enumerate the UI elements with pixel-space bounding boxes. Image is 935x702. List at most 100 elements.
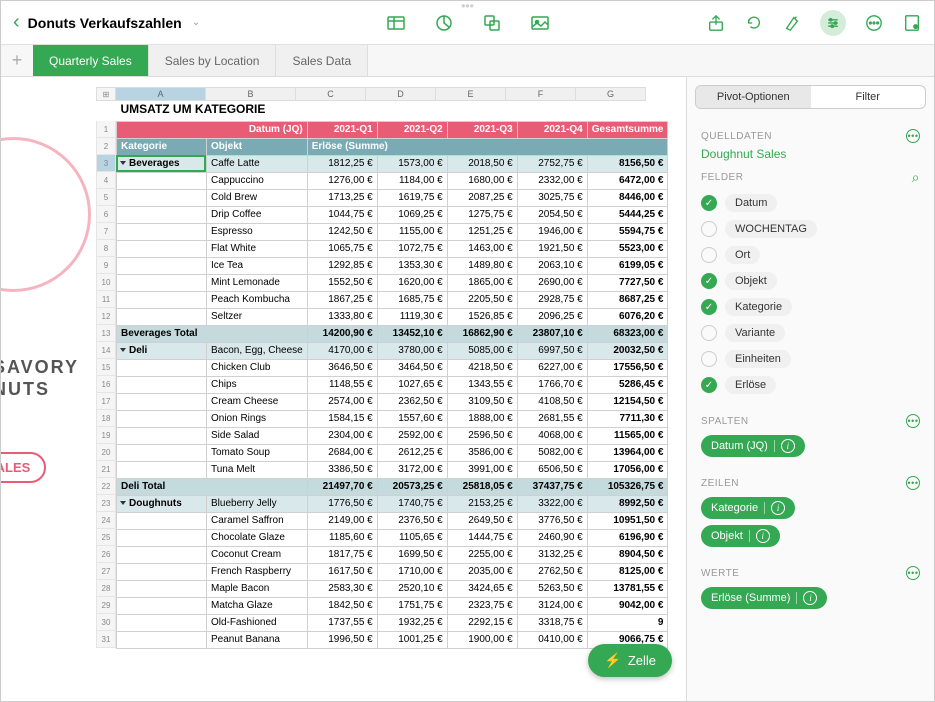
field-pill[interactable]: Erlöse [725,376,776,394]
tab-pivot-options[interactable]: Pivot-Optionen [696,86,811,108]
row-header[interactable]: 11 [96,291,116,308]
pivot-pill[interactable]: Erlöse (Summe)i [701,587,827,609]
values-more-icon[interactable]: ••• [906,566,920,580]
field-checkbox[interactable] [701,377,717,393]
share-icon[interactable] [706,13,726,33]
column-header[interactable]: A [116,87,206,101]
row-header[interactable]: 7 [96,223,116,240]
column-header[interactable]: E [436,87,506,101]
sheet-tab[interactable]: Sales Data [276,45,368,76]
field-checkbox[interactable] [701,351,717,367]
sheet-tab[interactable]: Quarterly Sales [33,45,149,76]
field-checkbox[interactable] [701,247,717,263]
column-header[interactable]: B [206,87,296,101]
field-pill[interactable]: Ort [725,246,760,264]
field-checkbox[interactable] [701,221,717,237]
row-header[interactable]: 30 [96,614,116,631]
field-row[interactable]: Objekt [701,268,920,294]
pivot-pill[interactable]: Kategoriei [701,497,795,519]
row-header[interactable]: 28 [96,580,116,597]
row-header[interactable]: 3 [96,155,116,172]
more-icon[interactable] [864,13,884,33]
field-checkbox[interactable] [701,273,717,289]
table-icon[interactable] [386,13,406,33]
field-pill[interactable]: Variante [725,324,785,342]
rows-more-icon[interactable]: ••• [906,476,920,490]
tab-filter[interactable]: Filter [811,86,926,108]
field-row[interactable]: Ort [701,242,920,268]
row-header[interactable]: 1 [96,121,116,138]
columns-more-icon[interactable]: ••• [906,414,920,428]
row-header[interactable]: 27 [96,563,116,580]
row-header[interactable]: 31 [96,631,116,648]
column-header[interactable]: C [296,87,366,101]
row-header[interactable]: 20 [96,444,116,461]
field-row[interactable]: Variante [701,320,920,346]
row-header[interactable]: 14 [96,342,116,359]
row-header[interactable]: 19 [96,427,116,444]
row-header[interactable]: 6 [96,206,116,223]
field-pill[interactable]: Datum [725,194,777,212]
search-fields-icon[interactable]: ⌕ [912,169,920,186]
shapes-icon[interactable] [482,13,502,33]
field-checkbox[interactable] [701,325,717,341]
select-all-corner[interactable]: ⊞ [96,87,116,101]
row-header[interactable]: 9 [96,257,116,274]
pivot-pill[interactable]: Objekti [701,525,780,547]
rows-label: ZEILEN [701,478,739,489]
row-header[interactable]: 17 [96,393,116,410]
field-pill[interactable]: Kategorie [725,298,792,316]
undo-icon[interactable] [744,13,764,33]
row-header[interactable]: 29 [96,597,116,614]
row-header[interactable]: 15 [96,359,116,376]
row-header[interactable]: 21 [96,461,116,478]
row-header[interactable]: 2 [96,138,116,155]
chart-icon[interactable] [434,13,454,33]
column-header[interactable]: G [576,87,646,101]
row-header[interactable]: 5 [96,189,116,206]
source-data-value[interactable]: Doughnut Sales [701,147,920,161]
sheet-tab[interactable]: Sales by Location [149,45,277,76]
field-row[interactable]: Erlöse [701,372,920,398]
row-header[interactable]: 23 [96,495,116,512]
row-header[interactable]: 12 [96,308,116,325]
pivot-pill[interactable]: Datum (JQ)i [701,435,805,457]
source-more-icon[interactable]: ••• [906,129,920,143]
row-header[interactable]: 18 [96,410,116,427]
document-title[interactable]: Donuts Verkaufszahlen [28,15,182,31]
row-header[interactable]: 8 [96,240,116,257]
field-row[interactable]: WOCHENTAG [701,216,920,242]
column-header[interactable]: D [366,87,436,101]
back-button[interactable]: ‹ [13,11,20,34]
column-header[interactable]: F [506,87,576,101]
row-header[interactable]: 26 [96,546,116,563]
row-header[interactable]: 4 [96,172,116,189]
row-header[interactable]: 25 [96,529,116,546]
add-sheet-button[interactable]: + [1,45,33,76]
inspector-tabs: Pivot-Optionen Filter [695,85,926,109]
title-dropdown-icon[interactable]: ⌄ [192,17,200,28]
columns-label: SPALTEN [701,416,749,427]
field-checkbox[interactable] [701,299,717,315]
row-header[interactable]: 24 [96,512,116,529]
format-icon[interactable] [782,13,802,33]
inspector-icon[interactable] [902,13,922,33]
row-header[interactable]: 13 [96,325,116,342]
field-row[interactable]: Einheiten [701,346,920,372]
row-headers[interactable]: 1234567891011121314151617181920212223242… [96,121,116,648]
field-row[interactable]: Datum [701,190,920,216]
cell-action-button[interactable]: Zelle [588,644,672,677]
field-checkbox[interactable] [701,195,717,211]
row-header[interactable]: 10 [96,274,116,291]
field-row[interactable]: Kategorie [701,294,920,320]
organize-icon[interactable] [820,10,846,36]
row-header[interactable]: 16 [96,376,116,393]
column-headers[interactable]: ABCDEFG [116,87,686,101]
field-pill[interactable]: WOCHENTAG [725,220,817,238]
media-icon[interactable] [530,13,550,33]
spreadsheet-canvas[interactable]: SAVORYNUTS SALES ⊞ ABCDEFG 1234567891011… [1,77,686,701]
field-pill[interactable]: Einheiten [725,350,791,368]
row-header[interactable]: 22 [96,478,116,495]
pivot-table[interactable]: UMSATZ UM KATEGORIEDatum (JQ)2021-Q12021… [116,101,668,649]
field-pill[interactable]: Objekt [725,272,777,290]
